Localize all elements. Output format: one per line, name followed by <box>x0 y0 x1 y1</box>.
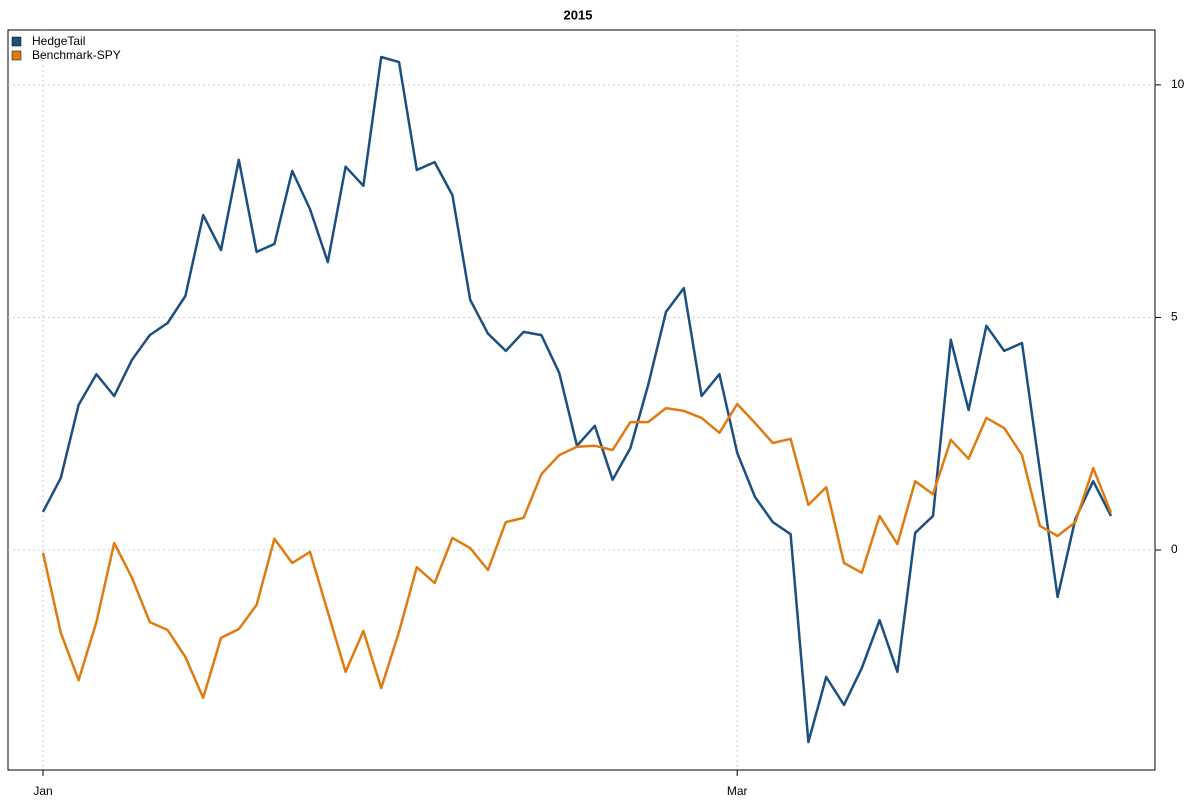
y-tick-label: 5 <box>1171 310 1178 324</box>
x-tick-label: Mar <box>727 784 748 798</box>
line-series <box>41 55 1113 744</box>
line-series <box>41 402 1113 700</box>
legend-swatch <box>11 50 22 61</box>
plot-frame <box>7 29 1156 771</box>
chart-title: 2015 <box>564 7 593 22</box>
legend-label: HedgeTail <box>32 34 85 48</box>
x-tick-label: Jan <box>33 784 52 798</box>
legend-label: Benchmark-SPY <box>32 48 121 62</box>
y-tick-label: 0 <box>1171 542 1178 556</box>
y-tick-label: 10 <box>1171 77 1185 91</box>
legend-swatch <box>11 36 22 47</box>
